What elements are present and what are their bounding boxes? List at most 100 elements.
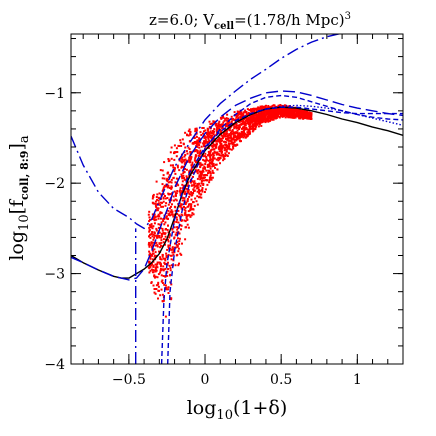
scatter-point	[266, 109, 269, 112]
scatter-point	[149, 254, 152, 257]
scatter-point	[191, 193, 194, 196]
scatter-point	[193, 141, 196, 143]
scatter-point	[156, 215, 159, 218]
scatter-point	[204, 152, 207, 155]
scatter-point	[181, 180, 184, 183]
scatter-point	[225, 137, 228, 140]
scatter-point	[185, 215, 188, 218]
scatter-point	[205, 157, 208, 160]
scatter-point	[204, 176, 206, 179]
scatter-point	[180, 253, 183, 256]
scatter-point	[164, 235, 167, 238]
scatter-point	[248, 124, 251, 126]
scatter-point	[269, 108, 272, 111]
scatter-point	[155, 269, 158, 272]
scatter-point	[170, 157, 173, 160]
scatter-point	[199, 131, 202, 134]
scatter-point	[197, 139, 200, 142]
scatter-point	[221, 137, 224, 140]
scatter-point	[209, 172, 212, 175]
scatter-point	[243, 123, 246, 126]
scatter-point	[225, 150, 228, 153]
scatter-point	[208, 165, 211, 168]
scatter-point	[183, 212, 186, 215]
scatter-point	[160, 241, 163, 244]
scatter-point	[212, 143, 215, 146]
scatter-point	[196, 172, 199, 175]
scatter-point	[168, 198, 171, 201]
scatter-point	[171, 227, 174, 230]
scatter-point	[194, 155, 197, 158]
scatter-point	[209, 123, 212, 126]
scatter-point	[282, 108, 284, 111]
scatter-point	[148, 230, 151, 233]
scatter-point	[292, 110, 295, 113]
scatter-point	[153, 219, 156, 222]
scatter-point	[228, 134, 231, 137]
scatter-point	[174, 233, 177, 236]
scatter-point	[169, 180, 172, 183]
scatter-point	[238, 134, 241, 137]
scatter-point	[222, 116, 225, 119]
scatter-point	[173, 144, 176, 147]
scatter-point	[194, 157, 197, 160]
scatter-point	[249, 132, 251, 135]
scatter-point	[160, 211, 163, 214]
scatter-point	[212, 154, 215, 157]
scatter-point	[202, 132, 204, 135]
scatter-point	[253, 122, 256, 125]
scatter-point	[185, 159, 188, 162]
scatter-point	[228, 120, 231, 123]
scatter-point	[155, 180, 158, 183]
scatter-point	[179, 187, 182, 190]
scatter-point	[148, 229, 151, 231]
scatter-point	[228, 133, 231, 136]
scatter-point	[159, 201, 162, 204]
scatter-point	[161, 229, 164, 232]
scatter-point	[189, 215, 192, 218]
scatter-point	[152, 271, 155, 274]
scatter-point	[184, 154, 187, 156]
scatter-point	[243, 135, 246, 138]
scatter-point	[245, 127, 248, 130]
scatter-point	[164, 315, 167, 318]
scatter-point	[167, 213, 170, 216]
scatter-point	[204, 163, 207, 165]
scatter-point	[214, 151, 217, 154]
scatter-point	[183, 206, 185, 208]
scatter-point	[180, 160, 183, 163]
scatter-point	[170, 146, 173, 149]
scatter-point	[218, 120, 221, 123]
scatter-point	[207, 141, 210, 144]
scatter-point	[271, 104, 274, 107]
scatter-point	[264, 113, 266, 116]
scatter-point	[251, 130, 254, 133]
scatter-point	[193, 204, 196, 207]
scatter-point	[235, 138, 238, 141]
x-axis-label: log10(1+δ)	[187, 397, 288, 423]
scatter-point	[208, 176, 211, 179]
scatter-point	[158, 235, 161, 237]
scatter-point	[204, 174, 207, 176]
scatter-point	[147, 213, 150, 216]
curve-solid-0	[71, 106, 403, 279]
scatter-point	[206, 154, 209, 157]
scatter-point	[293, 116, 296, 119]
scatter-point	[170, 178, 173, 181]
scatter-point	[149, 226, 152, 229]
scatter-point	[252, 107, 255, 110]
scatter-point	[257, 114, 260, 117]
scatter-point	[174, 151, 177, 154]
scatter-point	[298, 117, 301, 120]
scatter-point	[172, 176, 175, 179]
scatter-point	[189, 132, 192, 135]
scatter-point	[217, 140, 220, 143]
scatter-point	[211, 165, 214, 168]
scatter-point	[175, 155, 178, 158]
scatter-point	[247, 113, 250, 116]
scatter-point	[225, 148, 228, 151]
scatter-point	[263, 117, 266, 120]
scatter-point	[242, 136, 245, 139]
scatter-point	[252, 116, 255, 119]
scatter-point	[170, 297, 173, 300]
